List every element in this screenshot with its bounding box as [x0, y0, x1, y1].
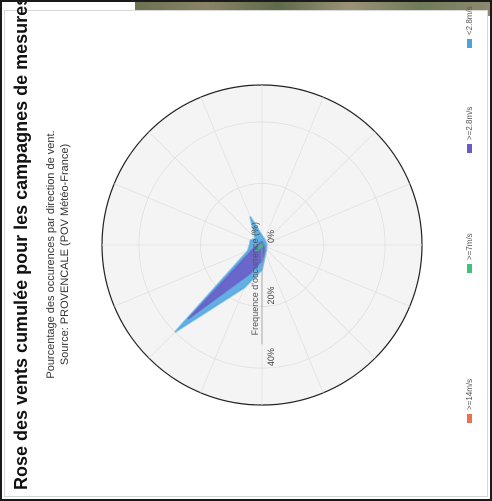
- legend-label: >=14m/s: [465, 378, 474, 410]
- polar-spoke-15: [114, 244, 263, 307]
- series-area-2: [254, 243, 264, 253]
- polar-spoke-11: [261, 244, 324, 393]
- legend-swatch: [467, 39, 473, 48]
- polar-spoke-2: [148, 131, 263, 246]
- rotated-chart-canvas: Rose des vents cumulée pour les campagne…: [5, 0, 489, 498]
- legend-item[interactable]: <2.8m/s: [465, 6, 474, 48]
- legend-swatch: [467, 144, 473, 153]
- chart-subtitle-line-2: Source: PROVENCALE (POV Météo-France): [59, 143, 71, 366]
- wind-rose-plot: 0% 20% 40% Frequence d'occurrence (%): [101, 84, 423, 406]
- radial-axis-title: Frequence d'occurrence (%): [250, 222, 260, 335]
- polar-spoke-7: [261, 183, 410, 246]
- legend-item[interactable]: >=7m/s: [465, 233, 474, 273]
- polar-spoke-1: [114, 183, 263, 246]
- radial-tick-label-2: 40%: [266, 348, 276, 366]
- legend-swatch: [467, 264, 473, 273]
- polar-spoke-10: [261, 244, 376, 359]
- legend-item[interactable]: >=14m/s: [465, 379, 474, 423]
- polar-spoke-6: [261, 131, 376, 246]
- polar-spoke-9: [261, 244, 410, 307]
- chart-subtitle-line-1: Pourcentage des occurences par direction…: [45, 130, 57, 379]
- radial-tick-label-0: 0%: [266, 230, 276, 243]
- legend-item[interactable]: >=2.8m/s: [465, 107, 474, 153]
- polar-ring-2: [138, 121, 386, 369]
- chart-title: Rose des vents cumulée pour les campagne…: [11, 0, 31, 490]
- polar-spoke-5: [261, 97, 324, 246]
- legend-swatch: [467, 414, 473, 423]
- legend-label: >=7m/s: [465, 233, 474, 260]
- radial-tick-label-1: 20%: [266, 287, 276, 305]
- legend-label: <2.8m/s: [465, 6, 474, 35]
- legend-label: >=2.8m/s: [465, 106, 474, 140]
- chart-panel: Rose des vents cumulée pour les campagne…: [4, 0, 489, 498]
